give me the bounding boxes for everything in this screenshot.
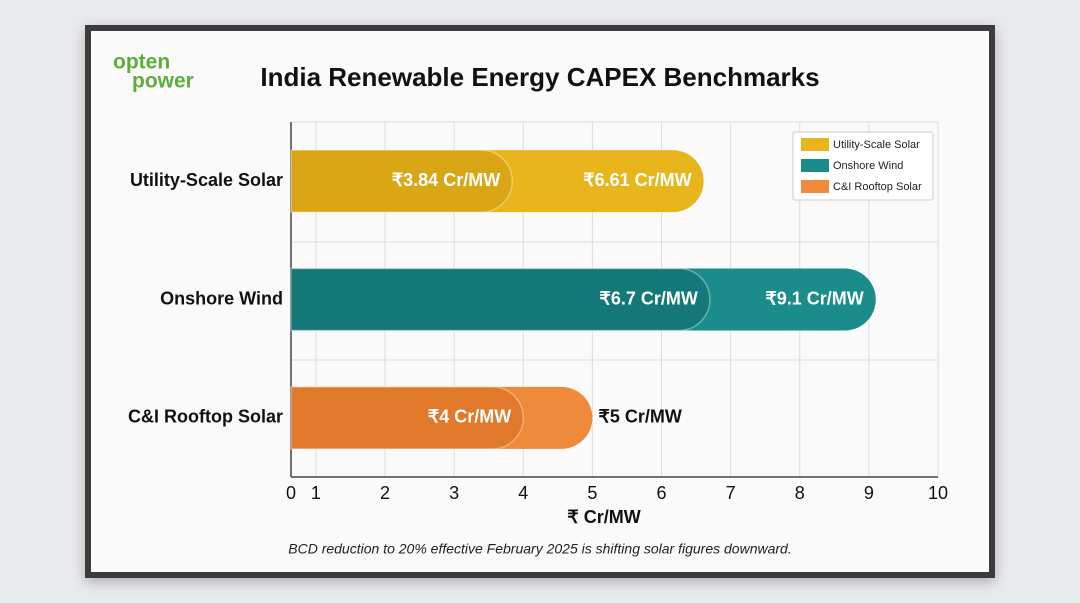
value-label: ₹6.7 Cr/MW [599,288,697,308]
value-label: ₹4 Cr/MW [428,407,511,427]
legend-swatch [801,138,829,151]
x-tick-label: 4 [518,483,528,503]
legend-label: Utility-Scale Solar [833,139,920,151]
legend-swatch [801,180,829,193]
x-tick-label: 2 [380,483,390,503]
y-tick-label: Utility-Scale Solar [130,170,283,190]
bar-low [290,149,513,213]
logo-line2: power [132,70,194,93]
legend-swatch [801,159,829,172]
x-tick-label: 1 [311,483,321,503]
x-tick-label: 8 [795,483,805,503]
x-tick-label: 6 [656,483,666,503]
x-tick-label: 10 [928,483,948,503]
value-label: ₹5 Cr/MW [598,407,681,427]
x-tick-label: 0 [286,483,296,503]
bar-low [290,267,711,332]
legend-label: Onshore Wind [833,160,903,172]
h-grid [291,121,938,361]
legend-label: C&I Rooftop Solar [833,181,922,193]
value-label: ₹6.61 Cr/MW [583,170,691,190]
bar-low [290,386,524,450]
y-tick-label: C&I Rooftop Solar [128,407,283,427]
value-label: ₹3.84 Cr/MW [392,170,500,190]
y-tick-label: Onshore Wind [160,288,283,308]
x-tick-label: 7 [726,483,736,503]
x-axis-label: ₹ Cr/MW [567,507,640,527]
x-tick-label: 3 [449,483,459,503]
x-tick-label: 5 [587,483,597,503]
footnote: BCD reduction to 20% effective February … [288,541,791,557]
chart-title: India Renewable Energy CAPEX Benchmarks [260,62,819,92]
logo-line1: opten [113,51,170,74]
x-tick-label: 9 [864,483,874,503]
value-label: ₹9.1 Cr/MW [765,288,863,308]
